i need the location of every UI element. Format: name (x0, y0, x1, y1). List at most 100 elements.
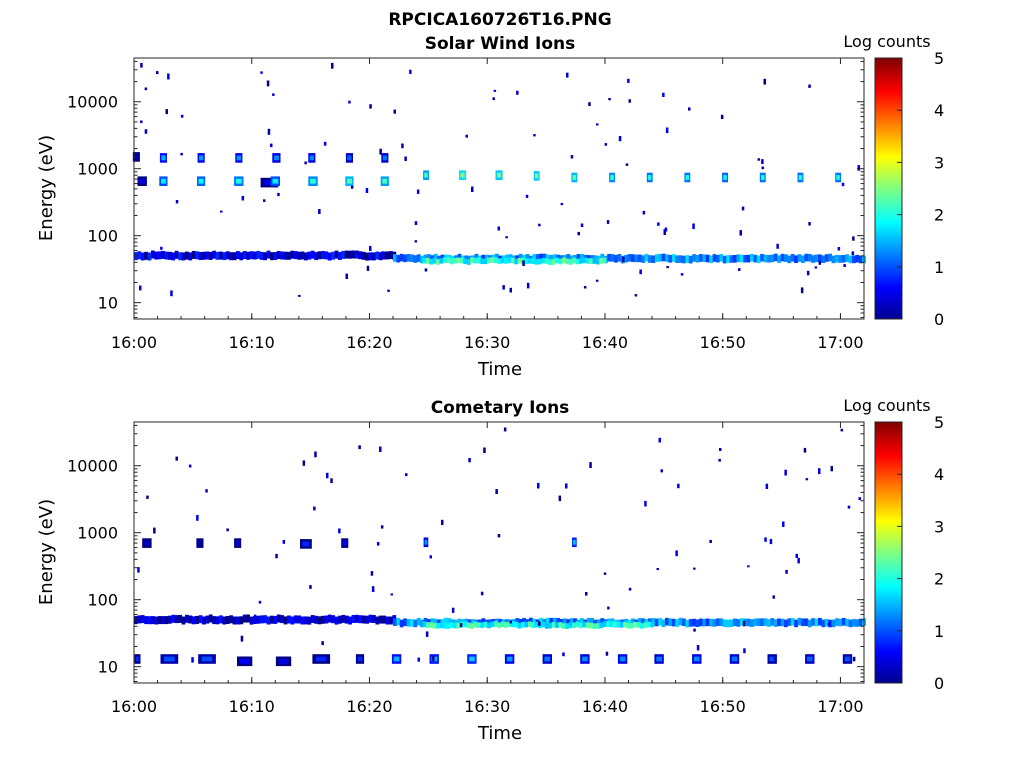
heatmap-band-cell (542, 253, 547, 262)
heatmap-sparse-cell (526, 282, 530, 289)
heatmap-band-cell (396, 254, 401, 263)
heatmap-band-cell (609, 621, 614, 628)
heatmap-band-cell (188, 615, 193, 624)
heatmap-sparse-cell (405, 473, 408, 477)
heatmap-blob (797, 172, 804, 183)
heatmap-sparse-cell (607, 606, 610, 610)
heatmap-band-cell (476, 257, 481, 263)
heatmap-band-cell (283, 251, 288, 260)
heatmap-blob (300, 539, 312, 549)
heatmap-band-cell (382, 251, 386, 260)
heatmap-blob-core (264, 180, 275, 185)
heatmap-band-cell (270, 615, 274, 624)
heatmap-band-cell (841, 618, 846, 626)
heatmap-band-cell (582, 257, 587, 263)
heatmap-band-cell (592, 623, 597, 629)
heatmap-band-cell (151, 616, 155, 625)
heatmap-band-cell (449, 622, 454, 628)
panel-solar-wind: Solar Wind Ions 16:00 16:10 16:20 16:30 16:4… (36, 32, 944, 380)
heatmap-band-cell (385, 251, 390, 260)
heatmap-sparse-cell (595, 279, 599, 282)
heatmap-band-cell (539, 253, 543, 262)
colorbar-tick-label: 3 (934, 517, 944, 536)
heatmap-band-cell (413, 619, 418, 628)
heatmap-band-cell (637, 254, 642, 263)
heatmap-band-cell (814, 618, 819, 627)
heatmap-band-cell (804, 253, 809, 262)
heatmap-sparse-cell (139, 285, 142, 291)
heatmap-band-cell (746, 618, 751, 627)
heatmap-band-cell (372, 252, 376, 261)
heatmap-band-cell (420, 619, 424, 628)
heatmap-band-cell (290, 616, 295, 625)
heatmap-band-cell (743, 254, 747, 263)
heatmap-band-cell (818, 254, 822, 262)
heatmap-blob-core (161, 178, 166, 184)
heatmap-sparse-cell (742, 620, 746, 627)
heatmap-sparse-cell (495, 489, 498, 494)
heatmap-blob (609, 172, 615, 183)
heatmap-band-cell (432, 623, 437, 629)
heatmap-sparse-cell (605, 651, 609, 656)
heatmap-blob-core (197, 540, 202, 546)
heatmap-band-cell (453, 622, 457, 629)
heatmap-band-cell (191, 250, 196, 259)
heatmap-band-cell (263, 615, 267, 624)
heatmap-band-cell (575, 621, 580, 627)
heatmap-blob (835, 172, 842, 183)
heatmap-sparse-cell (808, 84, 811, 88)
heatmap-blob-core (506, 656, 513, 662)
heatmap-blob-core (685, 175, 690, 180)
heatmap-sparse-cell (664, 227, 668, 232)
heatmap-sparse-cell (263, 199, 266, 202)
colorbar-tick-label: 1 (934, 622, 944, 641)
heatmap-band-cell (239, 616, 244, 625)
heatmap-band-cell (270, 252, 274, 261)
heatmap-sparse-cell (425, 631, 429, 637)
x-tick-label: 16:10 (229, 697, 275, 716)
heatmap-band-cell (378, 615, 383, 624)
heatmap-sparse-cell (424, 268, 428, 272)
heatmap-sparse-cell (763, 78, 766, 85)
heatmap-blob-core (807, 656, 813, 662)
heatmap-blob-core (769, 656, 775, 662)
heatmap-band-cell (259, 615, 264, 624)
heatmap-band-cell (589, 258, 593, 264)
heatmap-blob-core (582, 656, 588, 662)
heatmap-sparse-cell (366, 265, 370, 271)
heatmap-sparse-cell (693, 628, 696, 632)
heatmap-band-cell (682, 618, 686, 627)
heatmap-band-cell (256, 615, 261, 624)
heatmap-band-cell (804, 618, 809, 626)
heatmap-band-cell (174, 615, 179, 624)
heatmap-blob-core (144, 540, 150, 546)
heatmap-band-cell (623, 621, 627, 628)
heatmap-band-cell (650, 621, 655, 628)
heatmap-band-cell (801, 618, 805, 627)
heatmap-band-cell (719, 618, 724, 626)
heatmap-band-cell (280, 615, 284, 624)
colorbar-tick-label: 0 (934, 310, 944, 329)
heatmap-band-cell (733, 618, 737, 627)
heatmap-blob (134, 654, 141, 664)
heatmap-band-cell (753, 618, 758, 627)
heatmap-band-cell (733, 255, 737, 263)
heatmap-sparse-cell (577, 231, 580, 236)
heatmap-band-cell (338, 615, 342, 624)
heatmap-band-cell (595, 623, 600, 629)
heatmap-sparse-cell (739, 230, 742, 236)
heatmap-band-cell (314, 252, 318, 261)
y-tick-label: 1000 (77, 160, 118, 179)
heatmap-sparse-cell (830, 465, 833, 472)
heatmap-band-cell (661, 619, 666, 628)
heatmap-band-cell (699, 254, 703, 262)
y-axis-solar-wind: 10 100 1000 10000 (67, 60, 864, 319)
heatmap-sparse-cell (220, 210, 223, 213)
heatmap-band-cell (634, 254, 639, 263)
heatmap-sparse-cell (818, 468, 821, 475)
heatmap-band-cell (168, 251, 172, 260)
heatmap-band-cell (140, 615, 145, 624)
heatmap-band-cell (157, 251, 162, 260)
heatmap-sparse-cell (852, 656, 856, 662)
heatmap-band-cell (794, 255, 798, 263)
